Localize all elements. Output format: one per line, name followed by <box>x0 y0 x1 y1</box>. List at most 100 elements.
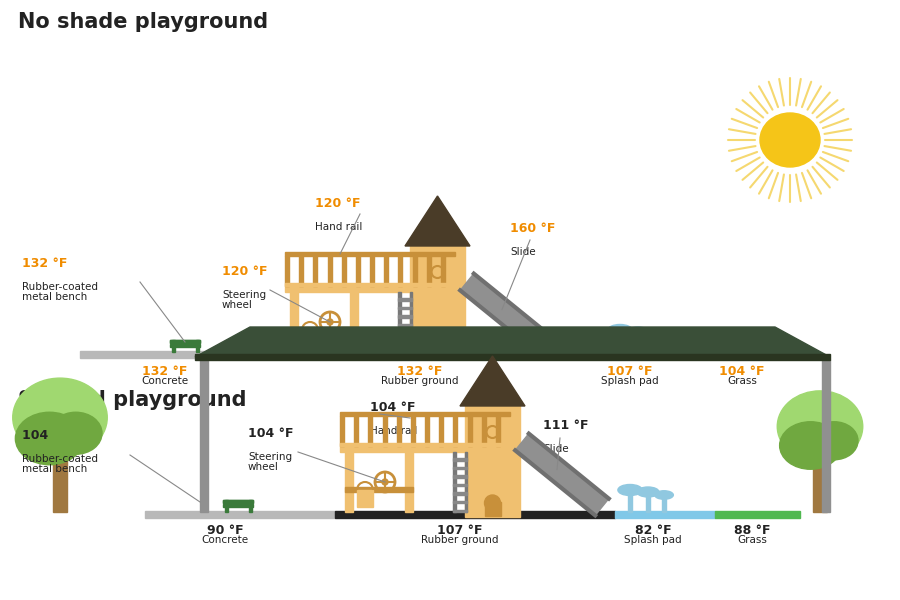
Text: metal bench: metal bench <box>22 292 87 302</box>
Text: Shaded playground: Shaded playground <box>18 390 247 410</box>
Text: 104 °F: 104 °F <box>370 401 416 414</box>
Bar <box>715 511 800 518</box>
Polygon shape <box>462 275 553 354</box>
Bar <box>618 330 622 352</box>
Bar <box>170 343 200 347</box>
Bar <box>223 499 253 503</box>
Polygon shape <box>517 435 608 514</box>
Bar <box>172 340 175 352</box>
Bar <box>340 412 510 416</box>
Bar <box>340 446 510 452</box>
Bar <box>405 452 413 512</box>
Bar <box>200 360 208 512</box>
Bar <box>814 460 826 512</box>
Bar <box>453 509 467 512</box>
Text: 160 °F: 160 °F <box>510 222 555 235</box>
Text: Grass: Grass <box>727 376 757 386</box>
Bar <box>453 484 467 486</box>
Text: Splash pad: Splash pad <box>625 535 682 545</box>
Bar <box>398 298 412 301</box>
Bar <box>223 499 253 503</box>
Bar <box>410 292 412 352</box>
Bar <box>195 340 199 352</box>
Bar <box>482 416 486 446</box>
Bar <box>453 452 455 512</box>
Bar <box>453 475 467 478</box>
Bar <box>397 416 400 446</box>
Text: Slide: Slide <box>510 247 536 257</box>
Text: Hand rail: Hand rail <box>315 222 363 232</box>
Bar <box>328 256 331 286</box>
Bar <box>340 443 510 446</box>
Bar <box>464 452 467 512</box>
Ellipse shape <box>429 335 445 351</box>
Bar <box>345 487 413 492</box>
Bar <box>453 458 467 461</box>
Text: metal bench: metal bench <box>22 464 87 474</box>
Bar <box>382 416 386 446</box>
Text: 132 °F: 132 °F <box>397 365 443 378</box>
Text: Rubber ground: Rubber ground <box>382 376 459 386</box>
Ellipse shape <box>654 491 673 499</box>
Bar <box>427 256 431 286</box>
Text: 107 °F: 107 °F <box>608 365 652 378</box>
Text: Steering: Steering <box>248 452 292 462</box>
Ellipse shape <box>779 422 842 469</box>
Bar <box>384 256 388 286</box>
Text: Rubber-coated: Rubber-coated <box>22 282 98 292</box>
Bar <box>453 493 467 495</box>
Polygon shape <box>405 196 470 246</box>
Bar <box>429 342 445 356</box>
Bar <box>398 341 412 343</box>
Bar <box>223 503 253 507</box>
Bar <box>170 340 200 343</box>
Bar <box>453 467 467 469</box>
Bar <box>410 416 415 446</box>
Bar <box>496 416 500 446</box>
Text: Rubber-coated: Rubber-coated <box>22 454 98 464</box>
Bar <box>340 416 344 446</box>
Bar <box>441 256 445 286</box>
Text: 88 °F: 88 °F <box>734 524 770 537</box>
Bar <box>248 500 251 512</box>
Ellipse shape <box>778 391 863 462</box>
Bar <box>370 256 374 286</box>
Bar <box>410 246 465 357</box>
Text: Slide: Slide <box>543 444 569 454</box>
Bar <box>290 292 298 352</box>
Bar <box>357 490 373 507</box>
Bar <box>52 454 68 512</box>
Bar <box>453 501 467 503</box>
Bar <box>398 307 412 309</box>
Text: Grass: Grass <box>737 535 767 545</box>
Bar <box>398 324 412 326</box>
Bar <box>335 511 615 518</box>
Bar <box>439 416 443 446</box>
Bar <box>170 340 200 343</box>
Bar <box>454 416 457 446</box>
Ellipse shape <box>608 325 632 335</box>
Text: 104 °F: 104 °F <box>719 365 765 378</box>
Bar <box>285 252 455 256</box>
Text: Rubber ground: Rubber ground <box>421 535 499 545</box>
Text: Splash pad: Splash pad <box>601 376 659 386</box>
Text: 120 °F: 120 °F <box>315 197 361 210</box>
Bar <box>345 452 353 512</box>
Bar <box>285 283 455 286</box>
Ellipse shape <box>811 422 858 460</box>
Bar <box>285 256 289 286</box>
Bar <box>290 327 358 332</box>
Bar <box>398 332 412 335</box>
Polygon shape <box>195 327 830 357</box>
Text: 82 °F: 82 °F <box>634 524 671 537</box>
Bar <box>80 351 280 358</box>
Ellipse shape <box>50 412 102 454</box>
Circle shape <box>382 479 388 485</box>
Text: 90 °F: 90 °F <box>207 524 243 537</box>
Bar <box>662 495 666 512</box>
Bar <box>700 351 800 358</box>
Bar <box>412 256 417 286</box>
Text: 111 °F: 111 °F <box>543 419 589 432</box>
Text: 107 °F: 107 °F <box>437 524 482 537</box>
Ellipse shape <box>627 327 649 337</box>
